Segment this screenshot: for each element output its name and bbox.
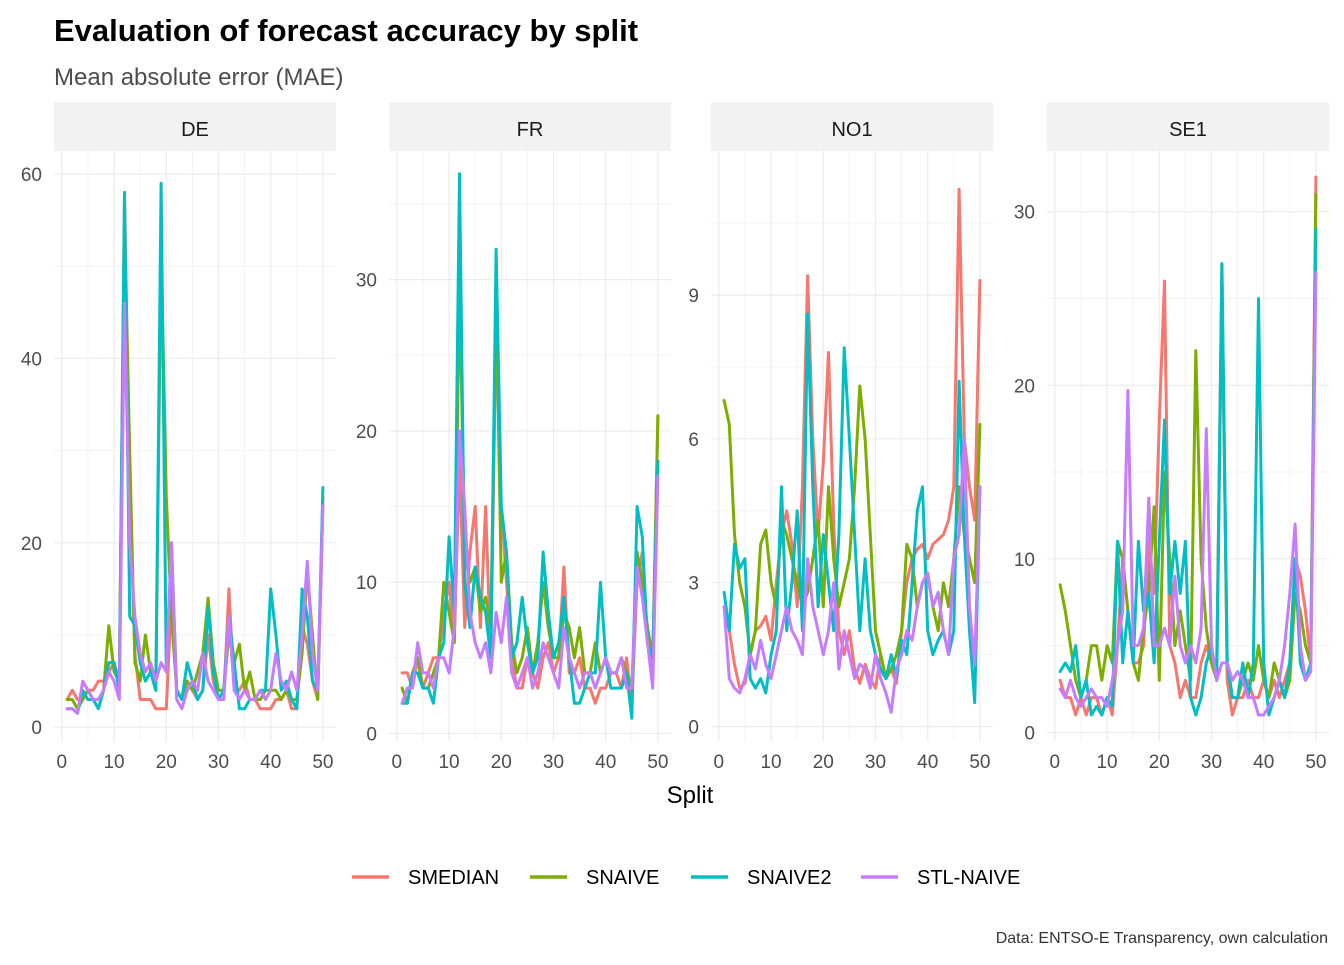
facet-panel-de: DE 0 10 20 30 40 50 0 20 40 60 [21, 102, 336, 773]
x-tick-label: 0 [57, 752, 68, 773]
x-tick-label: 50 [1305, 752, 1326, 773]
facet-strip-label: DE [181, 119, 209, 141]
x-tick-label: 40 [260, 752, 281, 773]
y-tick-label: 10 [356, 573, 377, 594]
y-tick-label: 0 [31, 718, 42, 739]
legend-label: SNAIVE2 [747, 867, 831, 889]
chart-title: Evaluation of forecast accuracy by split [54, 13, 638, 48]
series-line-stl-naive [722, 437, 982, 714]
x-tick-label: 10 [760, 752, 781, 773]
chart-subtitle: Mean absolute error (MAE) [54, 64, 343, 91]
y-tick-label: 0 [688, 718, 699, 739]
facet-strip [54, 102, 336, 151]
x-tick-label: 20 [1149, 752, 1170, 773]
y-tick-label: 40 [21, 349, 42, 370]
x-axis-title: Split [667, 782, 714, 809]
legend: SMEDIAN SNAIVE SNAIVE2 STL-NAIVE [352, 867, 1020, 889]
legend-item-snaive: SNAIVE [530, 867, 659, 889]
y-tick-label: 20 [21, 534, 42, 555]
y-tick-label: 30 [356, 271, 377, 292]
facet-strip-label: NO1 [831, 119, 872, 141]
legend-item-smedian: SMEDIAN [352, 867, 499, 889]
x-tick-label: 30 [1201, 752, 1222, 773]
x-tick-label: 20 [156, 752, 177, 773]
x-tick-label: 20 [491, 752, 512, 773]
y-tick-label: 20 [356, 422, 377, 443]
y-tick-label: 0 [366, 724, 377, 745]
legend-label: STL-NAIVE [917, 867, 1020, 889]
series-line-stl-naive [65, 301, 325, 715]
y-tick-label: 0 [1024, 723, 1035, 744]
series-line-snaive2 [722, 312, 982, 705]
x-tick-label: 10 [1096, 752, 1117, 773]
x-tick-label: 30 [543, 752, 564, 773]
x-tick-label: 10 [103, 752, 124, 773]
x-tick-label: 40 [1253, 752, 1274, 773]
x-tick-label: 0 [714, 752, 725, 773]
x-tick-label: 40 [595, 752, 616, 773]
x-tick-label: 30 [865, 752, 886, 773]
legend-label: SNAIVE [586, 867, 659, 889]
series-line-stl-naive [1058, 271, 1318, 717]
facet-strip [1047, 102, 1329, 151]
legend-item-stl-naive: STL-NAIVE [861, 867, 1020, 889]
y-tick-label: 10 [1014, 550, 1035, 571]
legend-label: SMEDIAN [408, 867, 499, 889]
series-line-snaive2 [65, 181, 325, 715]
y-tick-label: 6 [688, 430, 699, 451]
series-line-snaive2 [400, 172, 660, 720]
x-tick-label: 40 [917, 752, 938, 773]
x-tick-label: 10 [438, 752, 459, 773]
facet-panel-fr: FR 0 10 20 30 40 50 0 10 20 30 [356, 102, 671, 773]
facet-strip-label: FR [517, 119, 544, 141]
y-tick-label: 3 [688, 574, 699, 595]
series-line-smedian [722, 187, 982, 690]
series-line-stl-naive [400, 429, 660, 705]
series-line-snaive [65, 218, 325, 711]
x-tick-label: 50 [312, 752, 333, 773]
x-tick-label: 30 [208, 752, 229, 773]
facet-strip-label: SE1 [1169, 119, 1207, 141]
facet-panel-no1: NO1 0 10 20 30 40 50 0 3 6 9 [688, 102, 993, 773]
facet-strip [711, 102, 993, 151]
series-line-snaive [400, 278, 660, 705]
series-line-snaive [722, 384, 982, 681]
y-tick-label: 30 [1014, 203, 1035, 224]
y-tick-label: 20 [1014, 376, 1035, 397]
x-tick-label: 20 [813, 752, 834, 773]
legend-item-snaive2: SNAIVE2 [691, 867, 831, 889]
facet-panel-se1: SE1 0 10 20 30 40 50 0 10 20 30 [1014, 102, 1329, 773]
x-tick-label: 0 [1050, 752, 1061, 773]
chart-caption: Data: ENTSO-E Transparency, own calculat… [996, 930, 1328, 947]
y-tick-label: 60 [21, 165, 42, 186]
facet-strip [389, 102, 671, 151]
x-tick-label: 50 [647, 752, 668, 773]
y-tick-label: 9 [688, 286, 699, 307]
x-tick-label: 50 [969, 752, 990, 773]
x-tick-label: 0 [392, 752, 403, 773]
